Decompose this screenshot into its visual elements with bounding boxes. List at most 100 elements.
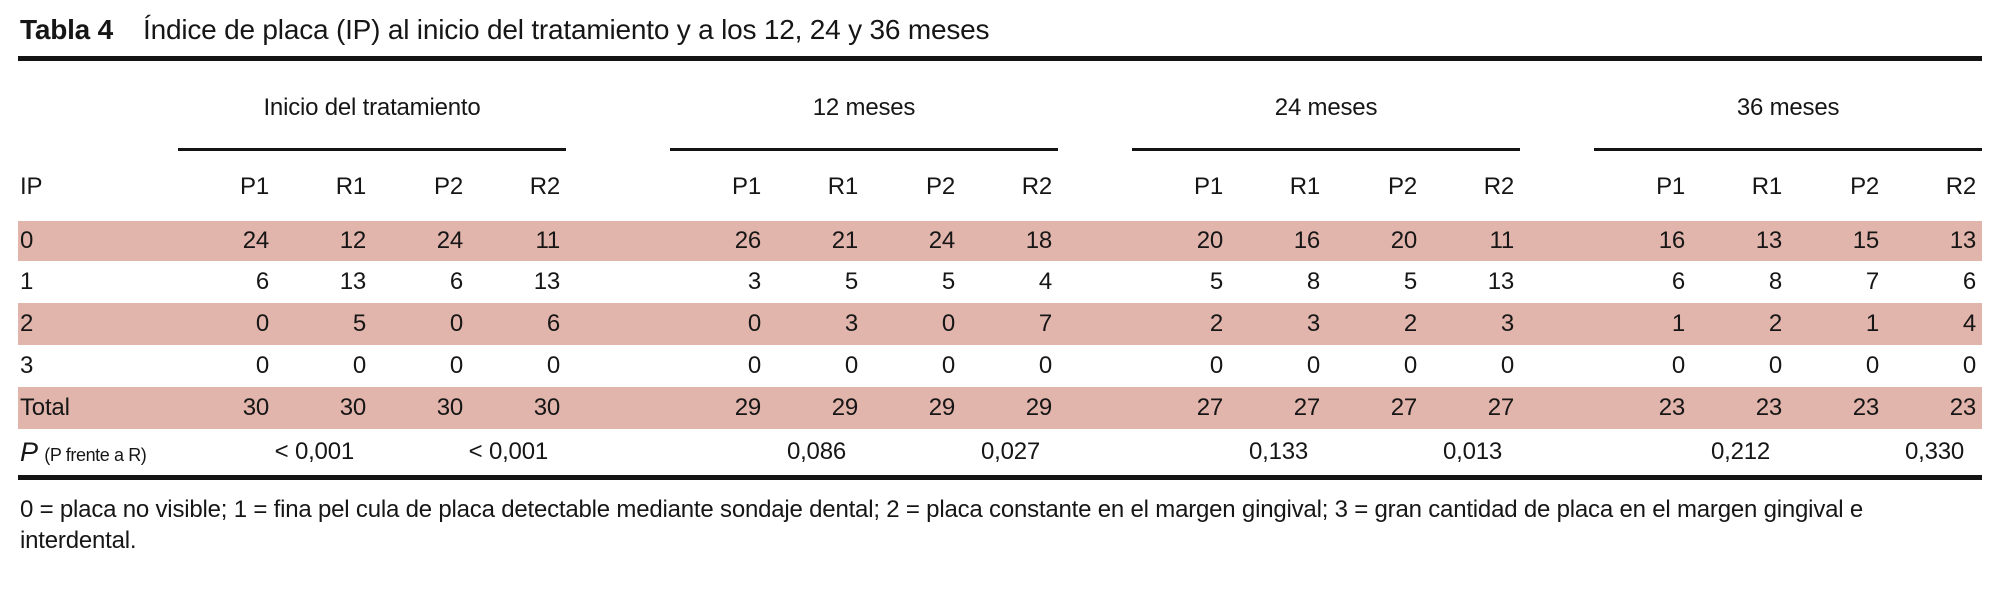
- group-header-12-meses: 12 meses: [670, 61, 1059, 151]
- cell-value: 4: [1038, 268, 1053, 295]
- column-header: P2: [1326, 149, 1424, 220]
- column-header: R1: [275, 149, 372, 220]
- cell-value: 3: [1500, 310, 1515, 337]
- cell-value: 6: [449, 268, 463, 295]
- cell-value: 5: [1403, 268, 1418, 295]
- cell-value: 0: [449, 310, 463, 337]
- table-number: Tabla 4: [20, 14, 114, 45]
- cell-value: 3: [1306, 310, 1321, 337]
- group-header-36-meses: 36 meses: [1594, 61, 1983, 151]
- plaque-index-table: Inicio del tratamiento 12 meses 24 meses…: [18, 61, 1983, 475]
- column-gap: [1058, 345, 1132, 387]
- cell-value: 13: [339, 268, 366, 295]
- cell-value: 0: [352, 352, 366, 379]
- p-value: 0,013: [1442, 438, 1503, 465]
- top-rule: [18, 56, 1982, 61]
- column-gap: [1058, 387, 1132, 429]
- cell-value: 0: [1768, 352, 1783, 379]
- row-label: 0: [18, 217, 178, 261]
- cell-value: 30: [436, 394, 463, 421]
- cell-value: 2: [1768, 310, 1783, 337]
- cell-value: 13: [1691, 217, 1789, 261]
- column-header: P2: [864, 149, 961, 220]
- cell-value: 1: [1865, 310, 1880, 337]
- cell-value: 29: [1025, 394, 1053, 421]
- cell-value: 23: [1755, 394, 1783, 421]
- column-gap: [1520, 303, 1594, 345]
- cell-value: 24: [372, 217, 469, 261]
- row-label: Total: [20, 394, 70, 421]
- cell-value: 0: [747, 352, 761, 379]
- cell-value: 0: [941, 310, 955, 337]
- p-value: 0,086: [786, 438, 846, 465]
- cell-value: 26: [670, 217, 767, 261]
- column-gap: [566, 261, 670, 303]
- column-header: R2: [1885, 149, 1983, 220]
- cell-value: 30: [242, 394, 269, 421]
- cell-value: 6: [1671, 268, 1686, 295]
- column-gap: [1520, 217, 1595, 261]
- table-row-total: Total 30 30 30 30 29 29 29 29 27 27 27 2…: [18, 387, 1983, 429]
- cell-value: 2: [1209, 310, 1224, 337]
- cell-value: 0: [449, 352, 463, 379]
- cell-value: 3: [844, 310, 858, 337]
- group-header-24-meses: 24 meses: [1132, 61, 1521, 151]
- cell-value: 0: [255, 352, 269, 379]
- cell-value: 0: [1209, 352, 1224, 379]
- table-row-2: 2 0 5 0 6 0 3 0 7 2 3 2 3 1 2 1 4: [18, 303, 1983, 345]
- cell-value: 11: [1423, 217, 1521, 261]
- cell-value: 30: [339, 394, 366, 421]
- row-label: 3: [20, 352, 34, 379]
- cell-value: 5: [352, 310, 366, 337]
- column-gap: [1058, 61, 1132, 149]
- p-value: 0,330: [1904, 438, 1965, 465]
- p-row-label: P (P frente a R): [18, 429, 178, 475]
- cell-value: 23: [1949, 394, 1977, 421]
- table-figure: Tabla 4 Índice de placa (IP) al inicio de…: [18, 14, 1983, 554]
- column-gap: [566, 149, 670, 220]
- table-row-3: 3 0 0 0 0 0 0 0 0 0 0 0 0 0 0 0 0: [18, 345, 1982, 387]
- column-header: R2: [961, 149, 1059, 220]
- cell-value: 16: [1594, 217, 1692, 261]
- column-gap: [566, 345, 670, 387]
- cell-value: 11: [469, 217, 566, 261]
- cell-value: 6: [255, 268, 269, 295]
- table-footnote: 0 = placa no visible; 1 = fina pel cula …: [20, 496, 1864, 554]
- column-header: R2: [469, 149, 566, 220]
- p-value: < 0,001: [468, 438, 549, 465]
- cell-value: 2: [1403, 310, 1418, 337]
- cell-value: 12: [275, 217, 372, 261]
- cell-value: 30: [533, 394, 560, 421]
- cell-value: 29: [928, 394, 955, 421]
- p-sub-label: (P frente a R): [44, 444, 147, 465]
- cell-value: 6: [546, 310, 560, 337]
- column-gap: [1520, 261, 1594, 303]
- column-gap: [1520, 345, 1594, 387]
- column-gap: [566, 61, 670, 149]
- cell-value: 0: [1865, 352, 1880, 379]
- column-header: R1: [1691, 149, 1789, 220]
- p-value: < 0,001: [274, 438, 355, 465]
- cell-value: 0: [546, 352, 560, 379]
- cell-value: 27: [1293, 394, 1321, 421]
- column-gap: [1058, 303, 1132, 345]
- cell-value: 27: [1487, 394, 1515, 421]
- cell-value: 8: [1306, 268, 1321, 295]
- p-value: 0,027: [980, 438, 1041, 465]
- column-header: P2: [372, 149, 469, 220]
- cell-value: 24: [864, 217, 961, 261]
- column-header: R1: [767, 149, 864, 220]
- table-row-p-value: P (P frente a R) < 0,001 < 0,001 0,086 0…: [18, 429, 1982, 475]
- cell-value: 0: [747, 310, 761, 337]
- table-row-1: 1 6 13 6 13 3 5 5 4 5 8 5 13 6 8 7 6: [18, 261, 1982, 303]
- column-header-row: IP P1 R1 P2 R2 P1 R1 P2 R2 P1 R1 P2 R2 P…: [18, 149, 1983, 220]
- cell-value: 0: [1671, 352, 1686, 379]
- column-header: R1: [1229, 149, 1327, 220]
- cell-value: 4: [1962, 310, 1977, 337]
- cell-value: 8: [1768, 268, 1783, 295]
- cell-value: 5: [844, 268, 858, 295]
- cell-value: 0: [255, 310, 269, 337]
- cell-value: 13: [1885, 217, 1983, 261]
- cell-value: 7: [1865, 268, 1880, 295]
- cell-value: 0: [941, 352, 955, 379]
